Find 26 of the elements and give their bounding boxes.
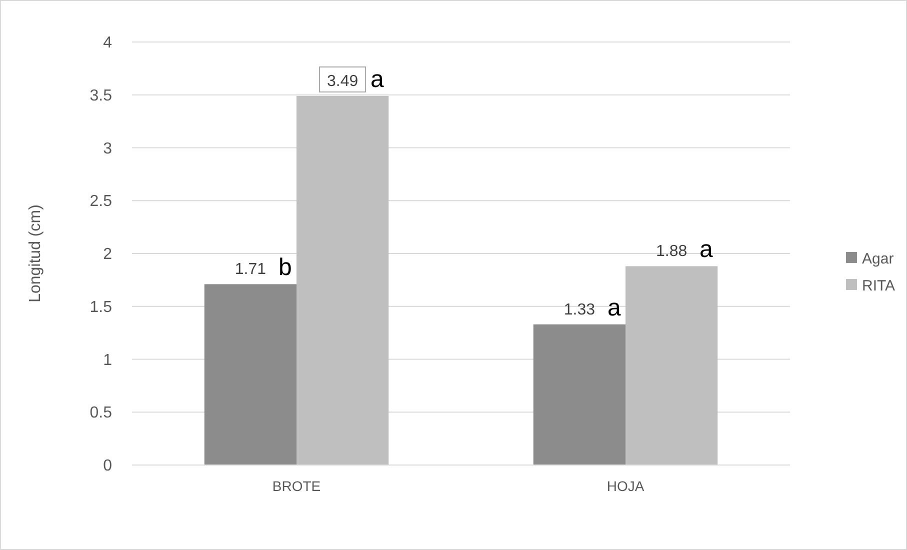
bar <box>204 284 296 465</box>
y-tick-label: 0 <box>103 458 112 475</box>
annotation: b <box>278 254 292 282</box>
y-tick-label: 2.5 <box>90 193 112 210</box>
data-label: 1.71 <box>234 261 266 278</box>
y-tick-label: 0.5 <box>90 404 112 422</box>
data-label: 1.88 <box>656 243 688 260</box>
y-tick-label: 1.5 <box>90 298 112 316</box>
annotation: a <box>370 66 385 93</box>
legend-label: Agar <box>862 250 894 268</box>
data-label: 3.49 <box>326 72 358 90</box>
bar <box>533 324 626 465</box>
data-label: 1.33 <box>564 301 596 318</box>
bar <box>626 266 718 465</box>
y-tick-label: 1 <box>103 352 112 369</box>
annotation: a <box>607 294 622 322</box>
y-axis-title: Longitud (cm) <box>27 204 44 302</box>
y-tick-label: 3.5 <box>90 87 112 104</box>
x-tick-label: HOJA <box>606 478 645 494</box>
bar <box>296 96 389 465</box>
x-tick-label: BROTE <box>272 478 321 494</box>
legend-label: RITA <box>862 277 896 294</box>
y-tick-label: 3 <box>103 140 112 158</box>
annotation: a <box>700 236 714 264</box>
y-tick-label: 2 <box>103 246 112 264</box>
y-tick-label: 4 <box>103 34 112 52</box>
